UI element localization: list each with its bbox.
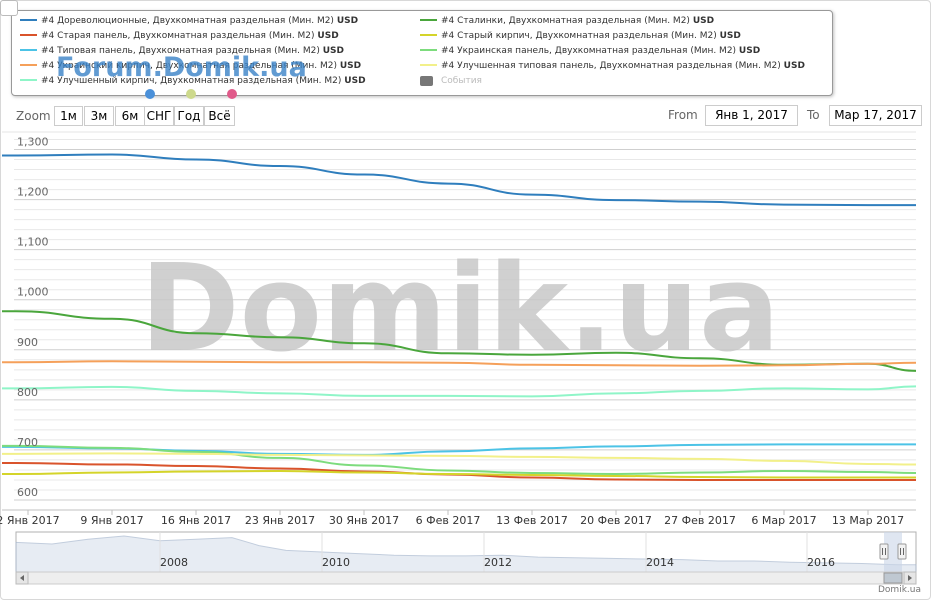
legend-label: #4 Украинский кирпич, Двухкомнатная разд… [41, 61, 340, 71]
zoom-ytd-button[interactable]: СНГ [144, 106, 174, 126]
legend-unit: USD [783, 61, 805, 71]
zoom-3m-button[interactable]: 3м [84, 106, 114, 126]
chart-legend: #4 Дореволюционные, Двухкомнатная раздел… [11, 10, 833, 96]
legend-item[interactable]: #4 Улучшенный кирпич, Двухкомнатная разд… [20, 75, 366, 88]
legend-swatch [20, 78, 37, 81]
legend-item[interactable]: #4 Улучшенная типовая панель, Двухкомнат… [420, 60, 805, 73]
legend-label: #4 Сталинки, Двухкомнатная раздельная (М… [441, 16, 693, 26]
legend-swatch [420, 33, 437, 36]
legend-label: #4 Старый кирпич, Двухкомнатная раздельн… [441, 31, 720, 41]
legend-unit: USD [344, 76, 366, 86]
legend-label: #4 Улучшенная типовая панель, Двухкомнат… [441, 61, 784, 71]
legend-label: #4 Типовая панель, Двухкомнатная раздель… [41, 46, 323, 56]
legend-item[interactable]: #4 Украинский кирпич, Двухкомнатная разд… [20, 60, 361, 73]
legend-item[interactable]: События [420, 75, 482, 88]
zoom-6m-button[interactable]: 6м [115, 106, 145, 126]
legend-unit: USD [692, 16, 715, 26]
legend-label: #4 Улучшенный кирпич, Двухкомнатная разд… [41, 76, 345, 86]
forum-logo: Forum.Domik.ua [56, 52, 307, 83]
legend-swatch [20, 18, 37, 21]
logo-dot-blue [145, 89, 155, 99]
legend-item[interactable]: #4 Старый кирпич, Двухкомнатная раздельн… [420, 30, 741, 43]
footer-credit: Domik.ua [878, 585, 921, 595]
legend-label: #4 Дореволюционные, Двухкомнатная раздел… [41, 16, 337, 26]
legend-swatch [420, 48, 437, 51]
legend-swatch [420, 75, 433, 86]
legend-unit: USD [738, 46, 761, 56]
legend-swatch [20, 63, 37, 66]
legend-unit: USD [339, 61, 362, 71]
from-label: From [668, 108, 698, 122]
legend-item[interactable]: #4 Старая панель, Двухкомнатная раздельн… [20, 30, 339, 43]
zoom-1m-button[interactable]: 1м [54, 106, 83, 126]
legend-unit: USD [317, 31, 339, 41]
legend-item[interactable]: #4 Дореволюционные, Двухкомнатная раздел… [20, 15, 358, 28]
from-date-input[interactable]: Янв 1, 2017 [705, 105, 798, 126]
to-label: To [807, 108, 820, 122]
legend-swatch [420, 18, 437, 21]
legend-swatch [20, 48, 37, 51]
zoom-all-button[interactable]: Всё [204, 106, 235, 126]
logo-dot-olive [186, 89, 196, 99]
legend-swatch [20, 33, 37, 36]
legend-label: #4 Украинская панель, Двухкомнатная разд… [441, 46, 739, 56]
legend-unit: USD [719, 31, 741, 41]
context-menu-button[interactable] [0, 0, 18, 16]
legend-swatch [420, 63, 437, 66]
legend-unit: USD [322, 46, 344, 56]
zoom-label: Zoom [16, 109, 51, 123]
legend-item[interactable]: #4 Украинская панель, Двухкомнатная разд… [420, 45, 760, 58]
legend-item[interactable]: #4 Сталинки, Двухкомнатная раздельная (М… [420, 15, 714, 28]
legend-unit: USD [336, 16, 359, 26]
legend-label: #4 Старая панель, Двухкомнатная раздельн… [41, 31, 318, 41]
to-date-input[interactable]: Мар 17, 2017 [829, 105, 922, 126]
legend-label: События [441, 76, 482, 86]
zoom-year-button[interactable]: Год [174, 106, 204, 126]
legend-item[interactable]: #4 Типовая панель, Двухкомнатная раздель… [20, 45, 344, 58]
logo-dot-pink [227, 89, 237, 99]
